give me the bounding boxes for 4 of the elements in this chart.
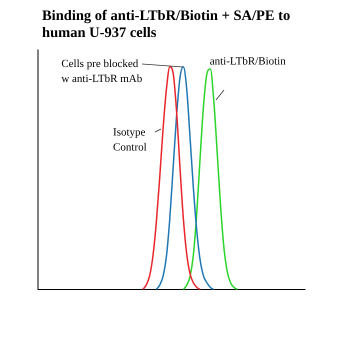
text: Cells pre blocked w anti-LTbR mAb <box>61 58 143 86</box>
series-label: anti-LTbR/Biotin <box>210 56 286 68</box>
chart-title: Binding of anti-LTbR/Biotin + SA/PE to human U-937 cells <box>42 8 292 43</box>
series-label: Isotype Control <box>113 126 147 154</box>
